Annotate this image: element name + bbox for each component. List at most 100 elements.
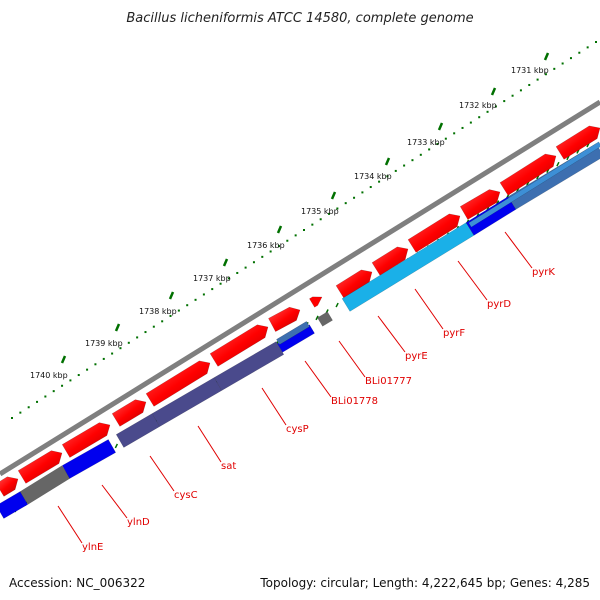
label-leader-line xyxy=(377,315,406,353)
scale-dot xyxy=(169,314,172,317)
scale-dot xyxy=(44,395,47,398)
accession-text: Accession: NC_006322 xyxy=(9,576,146,590)
forward-cds-arrow xyxy=(145,360,211,407)
major-tick xyxy=(437,122,444,131)
cds-features xyxy=(0,125,600,519)
scale-dot xyxy=(436,143,439,146)
scale-label-1733: 1733 kbp xyxy=(407,138,445,147)
scale-labels: 1731 kbp 1732 kbp 1733 kbp 1734 kbp 1735… xyxy=(30,66,549,380)
scale-dot xyxy=(219,282,222,285)
scale-dot xyxy=(152,325,155,328)
reverse-cds-arrow xyxy=(61,439,117,479)
scale-dot xyxy=(19,411,22,414)
genome-backbone xyxy=(0,99,600,477)
scale-dot xyxy=(536,78,539,81)
scale-dot xyxy=(136,336,139,339)
scale-dot xyxy=(177,309,180,312)
major-tick xyxy=(490,87,497,96)
scale-dot xyxy=(378,180,381,183)
forward-cds-arrow xyxy=(555,125,600,160)
genome-summary-text: Topology: circular; Length: 4,222,645 bp… xyxy=(260,576,590,590)
scale-dot xyxy=(353,196,356,199)
scale-dot xyxy=(453,132,456,135)
scale-dot xyxy=(303,229,305,231)
gene-label-ylnd: ylnD xyxy=(127,517,150,528)
gene-label-sat: sat xyxy=(221,461,236,472)
scale-dot xyxy=(94,363,97,366)
major-tick xyxy=(168,291,175,300)
scale-dot xyxy=(494,105,497,108)
forward-cds-arrow xyxy=(407,213,461,253)
gene-label-bli01777: BLi01777 xyxy=(365,376,412,387)
scale-label-1739: 1739 kbp xyxy=(85,339,123,348)
gene-labels: pyrK pyrD pyrF pyrE BLi01777 BLi01778 cy… xyxy=(82,267,555,553)
scale-dot xyxy=(394,169,397,172)
forward-cds-arrow xyxy=(209,324,269,367)
scale-dot xyxy=(561,62,564,65)
scale-dot xyxy=(277,245,280,248)
label-leader-line xyxy=(149,455,175,492)
label-leader-line xyxy=(338,340,366,378)
scale-label-1737: 1737 kbp xyxy=(193,274,231,283)
scale-dot xyxy=(186,304,189,307)
forward-cds-arrow xyxy=(371,246,409,276)
scale-dot xyxy=(211,288,214,291)
gene-label-pyrk: pyrK xyxy=(532,267,555,278)
scale-dot xyxy=(102,357,105,360)
scale-dot xyxy=(252,261,255,264)
label-leader-line xyxy=(101,484,128,519)
scale-dot xyxy=(553,67,556,70)
label-leader-line xyxy=(457,260,488,301)
scale-dot xyxy=(111,352,114,355)
scale-dot xyxy=(461,126,464,129)
scale-dot xyxy=(286,239,289,242)
major-tick xyxy=(60,355,67,364)
scale-dot xyxy=(77,374,80,377)
scale-dot xyxy=(595,41,597,43)
scale-dot xyxy=(144,331,147,334)
scale-dot xyxy=(528,83,531,86)
gene-label-pyrf: pyrF xyxy=(443,328,465,339)
scale-dot xyxy=(486,110,489,113)
scale-dot xyxy=(11,417,13,419)
map-title: Bacillus licheniformis ATCC 14580, compl… xyxy=(126,11,473,26)
scale-dot xyxy=(403,164,406,167)
scale-dot xyxy=(428,148,431,151)
scale-dot xyxy=(361,191,364,194)
scale-dot xyxy=(469,121,472,124)
gene-label-cysp: cysP xyxy=(286,424,309,435)
forward-cds-arrow xyxy=(459,189,501,220)
major-tick xyxy=(222,258,229,267)
scale-label-1734: 1734 kbp xyxy=(354,172,392,181)
scale-dot xyxy=(511,94,514,97)
scale-dot xyxy=(411,159,414,162)
reverse-cds-arrow xyxy=(341,222,475,312)
reverse-cds-gray xyxy=(317,311,333,327)
scale-dot xyxy=(519,89,522,92)
scale-tick xyxy=(114,443,119,449)
scale-label-1731: 1731 kbp xyxy=(511,66,549,75)
gene-label-pyre: pyrE xyxy=(405,351,428,362)
label-leader-lines xyxy=(57,231,533,544)
scale-dot xyxy=(61,384,64,387)
gene-label-pyrd: pyrD xyxy=(487,299,511,310)
scale-dot xyxy=(202,293,205,296)
scale-dot xyxy=(27,406,30,409)
scale-dot xyxy=(578,51,581,54)
forward-cds-arrow xyxy=(335,269,373,299)
reverse-cds-thin xyxy=(468,141,600,228)
scale-dot xyxy=(236,271,239,274)
scale-dot xyxy=(569,57,572,60)
forward-cds-small xyxy=(309,296,323,308)
forward-cds-arrow xyxy=(17,450,63,484)
scale-dot xyxy=(444,137,447,140)
reverse-cds-steel xyxy=(276,321,310,345)
forward-cds-arrow xyxy=(499,153,557,196)
scale-ticks xyxy=(14,52,590,513)
label-leader-line xyxy=(414,288,444,330)
scale-label-1735: 1735 kbp xyxy=(301,207,339,216)
scale-dot xyxy=(586,46,589,49)
scale-dot xyxy=(86,368,89,371)
scale-label-1738: 1738 kbp xyxy=(139,307,177,316)
